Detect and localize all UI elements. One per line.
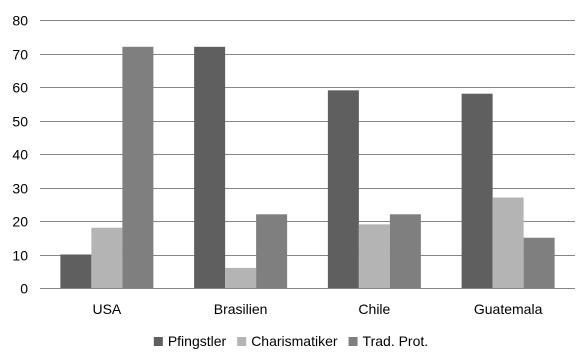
x-axis: USA Brasilien Chile Guatemala	[40, 288, 575, 317]
legend-swatch	[237, 337, 247, 346]
legend-label: Trad. Prot.	[363, 333, 429, 349]
bar-pfingstler-usa	[60, 254, 92, 288]
y-tick-label: 0	[20, 281, 28, 297]
legend-item: Trad. Prot.	[348, 333, 429, 349]
legend-label: Charismatiker	[251, 333, 338, 349]
bar-charismatiker-usa	[91, 227, 123, 288]
y-tick-label: 40	[12, 147, 28, 163]
y-tick-label: 60	[12, 80, 28, 96]
bar-trad-prot-usa	[122, 46, 154, 288]
bar-charismatiker-guatemala	[492, 197, 524, 288]
x-category-label: Guatemala	[474, 301, 543, 317]
x-category-label: Chile	[358, 301, 390, 317]
legend-item: Charismatiker	[237, 333, 338, 349]
bar-pfingstler-chile	[327, 90, 359, 288]
bar-trad-prot-guatemala	[523, 237, 555, 288]
legend-swatch	[348, 337, 358, 346]
y-tick-label: 30	[12, 181, 28, 197]
y-axis-tick-labels: 0 10 20 30 40 50 60 70 80	[12, 13, 28, 297]
x-category-label: Brasilien	[214, 301, 268, 317]
y-tick-label: 50	[12, 114, 28, 130]
bars	[60, 46, 555, 288]
legend-label: Pfingstler	[168, 333, 227, 349]
bar-trad-prot-chile	[389, 214, 421, 288]
y-tick-label: 70	[12, 47, 28, 63]
bar-pfingstler-guatemala	[461, 93, 493, 288]
bar-pfingstler-brasilien	[194, 46, 226, 288]
y-tick-label: 80	[12, 13, 28, 29]
y-tick-label: 20	[12, 214, 28, 230]
legend-item: Pfingstler	[153, 333, 227, 349]
x-category-label: USA	[92, 301, 121, 317]
legend-swatch	[153, 337, 163, 346]
bar-trad-prot-brasilien	[256, 214, 288, 288]
bar-charismatiker-brasilien	[225, 267, 257, 288]
legend: Pfingstler Charismatiker Trad. Prot.	[153, 333, 429, 349]
y-tick-label: 10	[12, 248, 28, 264]
bar-charismatiker-chile	[358, 224, 390, 288]
